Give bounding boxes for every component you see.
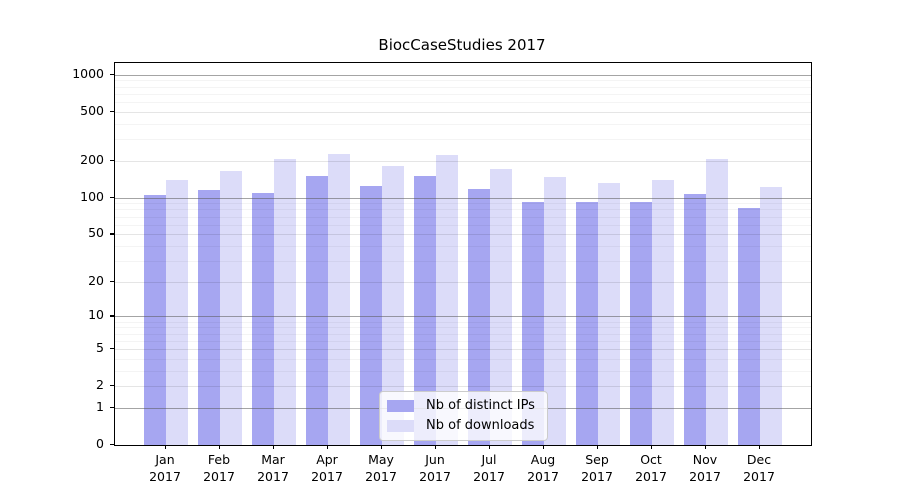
legend-item-downloads: Nb of downloads	[387, 419, 535, 433]
chart-title: BiocCaseStudies 2017	[378, 36, 546, 54]
y-tick-label-10: 10	[88, 307, 104, 323]
bar-oct-downloads	[652, 179, 674, 445]
y-tick-label-1: 1	[96, 398, 104, 414]
x-tick-label-feb: Feb 2017	[203, 452, 235, 484]
bar-may-downloads	[382, 166, 404, 445]
bar-jan-ips	[144, 195, 166, 445]
bars-layer	[115, 63, 811, 445]
y-tick-100	[110, 196, 114, 198]
bar-sep-downloads	[598, 182, 620, 445]
y-tick-1000	[110, 73, 114, 76]
x-tick-label-jul: Jul 2017	[473, 452, 505, 484]
y-tick-label-0: 0	[96, 436, 104, 451]
bar-sep-ips	[576, 201, 598, 445]
bar-mar-ips	[252, 193, 274, 445]
y-tick-label-20: 20	[88, 272, 104, 288]
y-tick-0	[110, 444, 114, 446]
x-tick-label-jan: Jan 2017	[149, 452, 181, 484]
bar-jul-downloads	[490, 169, 512, 445]
bar-aug-downloads	[544, 177, 566, 445]
y-tick-label-5: 5	[96, 339, 104, 355]
x-tick-label-sep: Sep 2017	[581, 452, 613, 484]
x-tick-label-dec: Dec 2017	[743, 452, 775, 484]
bar-may-ips	[360, 186, 382, 445]
bar-jun-downloads	[436, 154, 458, 445]
y-tick-1	[110, 406, 114, 409]
bar-oct-ips	[630, 202, 652, 445]
x-tick-label-jun: Jun 2017	[419, 452, 451, 484]
y-tick-label-1000: 1000	[72, 65, 104, 81]
x-tick-apr	[327, 445, 329, 449]
y-tick-label-100: 100	[80, 188, 104, 204]
legend-swatch-downloads	[387, 420, 414, 432]
x-tick-label-may: May 2017	[365, 452, 397, 484]
x-tick-aug	[543, 445, 545, 449]
x-tick-nov	[705, 445, 707, 449]
bar-apr-downloads	[328, 153, 350, 445]
y-tick-200	[110, 159, 114, 162]
y-tick-20	[110, 280, 114, 283]
y-tick-label-200: 200	[80, 151, 104, 167]
legend-item-distinct-ips: Nb of distinct IPs	[387, 399, 535, 413]
x-tick-jan	[165, 445, 167, 449]
legend: Nb of distinct IPs Nb of downloads	[379, 391, 548, 441]
bar-mar-downloads	[274, 159, 296, 445]
bar-aug-ips	[522, 201, 544, 445]
legend-label-distinct-ips: Nb of distinct IPs	[426, 398, 535, 413]
x-tick-label-aug: Aug 2017	[527, 452, 559, 484]
y-tick-50	[110, 233, 114, 235]
bar-apr-ips	[306, 175, 328, 445]
x-tick-mar	[273, 445, 275, 449]
y-tick-10	[110, 315, 114, 317]
bar-feb-ips	[198, 189, 220, 445]
x-tick-jul	[489, 445, 491, 449]
y-tick-2	[110, 385, 114, 387]
x-tick-feb	[219, 445, 221, 449]
legend-swatch-distinct-ips	[387, 400, 414, 412]
plot-area: Nb of distinct IPs Nb of downloads	[114, 62, 812, 446]
x-tick-label-oct: Oct 2017	[635, 452, 667, 484]
y-tick-5	[110, 347, 114, 350]
bar-nov-ips	[684, 193, 706, 445]
bar-dec-downloads	[760, 187, 782, 445]
bar-jun-ips	[414, 176, 436, 445]
bar-nov-downloads	[706, 158, 728, 445]
y-tick-label-2: 2	[96, 377, 104, 393]
x-tick-label-nov: Nov 2017	[689, 452, 721, 484]
x-tick-jun	[435, 445, 437, 449]
y-tick-500	[110, 110, 114, 113]
x-tick-dec	[759, 445, 761, 449]
x-tick-label-apr: Apr 2017	[311, 452, 343, 484]
bar-feb-downloads	[220, 171, 242, 445]
legend-label-downloads: Nb of downloads	[426, 418, 535, 433]
y-tick-label-500: 500	[80, 102, 104, 118]
x-tick-sep	[597, 445, 599, 449]
x-tick-label-mar: Mar 2017	[257, 452, 289, 484]
y-tick-label-50: 50	[88, 225, 104, 241]
x-tick-may	[381, 445, 383, 449]
bar-dec-ips	[738, 208, 760, 445]
bar-jan-downloads	[166, 180, 188, 445]
x-tick-oct	[651, 445, 653, 449]
